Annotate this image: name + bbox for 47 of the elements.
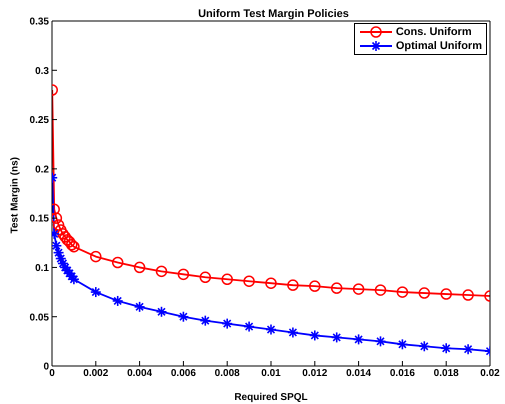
point <box>221 274 233 286</box>
point <box>55 224 67 236</box>
point <box>112 256 124 268</box>
point <box>178 268 190 280</box>
point <box>57 228 69 240</box>
point <box>374 284 386 296</box>
point <box>59 231 71 243</box>
point <box>68 240 80 252</box>
point <box>52 219 64 231</box>
x-axis-title: Required SPQL <box>234 392 308 403</box>
legend-label: Optimal Uniform <box>396 40 482 52</box>
point <box>418 287 430 299</box>
point <box>330 282 342 294</box>
x-tick-label: 0.004 <box>127 368 153 380</box>
point <box>243 275 255 287</box>
y-tick-label: 0.3 <box>35 66 50 77</box>
y-axis-title: Test Margin (ns) <box>10 157 21 234</box>
point <box>156 266 168 278</box>
x-tick-label: 0.01 <box>261 368 282 380</box>
y-tick-label: 0.15 <box>30 214 50 225</box>
y-tick-label: 0.25 <box>30 115 50 126</box>
legend-label: Cons. Uniform <box>396 26 472 38</box>
point <box>52 212 62 224</box>
point <box>396 286 408 298</box>
x-tick-label: 0.018 <box>434 368 460 380</box>
x-tick-label: 0.006 <box>170 368 196 380</box>
y-tick-label: 0.05 <box>30 312 50 324</box>
point <box>66 239 78 251</box>
point <box>200 272 212 284</box>
point <box>287 279 299 291</box>
x-tick-label: 0.016 <box>390 368 416 380</box>
chart-title: Uniform Test Margin Policies <box>198 8 349 20</box>
x-tick-label: 0.014 <box>346 368 372 380</box>
point <box>90 250 102 262</box>
point <box>309 280 321 292</box>
x-tick-label: 0.008 <box>214 368 240 380</box>
point <box>440 288 452 300</box>
y-tick-label: 0.35 <box>30 16 50 28</box>
y-tick-label: 0.1 <box>35 262 50 274</box>
x-tick-label: 0.02 <box>480 368 500 380</box>
x-tick-label: 0.012 <box>302 368 328 380</box>
point <box>352 283 364 295</box>
point <box>134 262 146 274</box>
y-tick-label: 0.2 <box>35 164 50 176</box>
x-tick-label: 0.002 <box>83 368 109 380</box>
point <box>265 277 277 289</box>
point <box>462 289 474 301</box>
